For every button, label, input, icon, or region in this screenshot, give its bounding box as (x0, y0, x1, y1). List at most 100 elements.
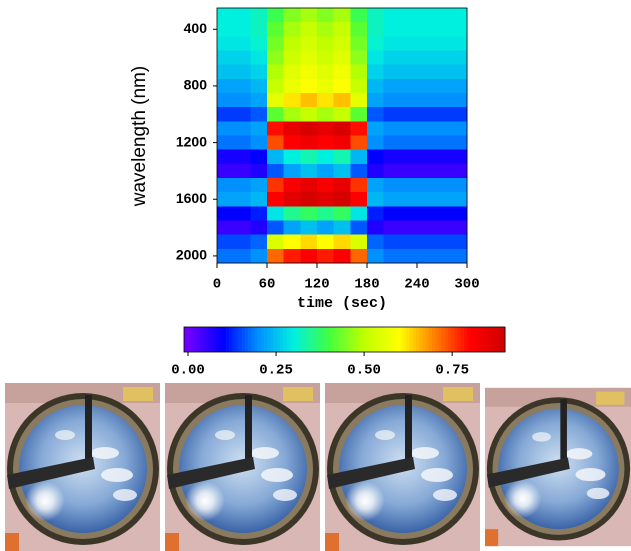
colorbar-swatch (295, 327, 300, 352)
heatmap-cell (417, 206, 434, 221)
heatmap-cell (350, 50, 368, 65)
heatmap-cell (333, 121, 351, 136)
heatmap-cell (333, 78, 351, 94)
heatmap-cell (233, 149, 251, 165)
heatmap-cell (383, 135, 401, 150)
heatmap-cell (367, 78, 384, 94)
colorbar-swatch (324, 327, 328, 352)
heatmap-cell (417, 50, 434, 65)
heatmap-cell (250, 192, 268, 207)
heatmap-cell (250, 93, 268, 108)
heatmap-cell (267, 135, 284, 150)
heatmap-cell (417, 234, 434, 250)
x-tick-label: 0 (213, 277, 221, 293)
heatmap-cell (350, 8, 368, 23)
heatmap-cell (267, 121, 284, 136)
heatmap-cell (217, 234, 234, 250)
heatmap-cell (367, 121, 384, 136)
colorbar-swatch (463, 327, 468, 352)
heatmap-cell (367, 93, 384, 108)
heatmap-cell (283, 192, 301, 207)
heatmap-cell (317, 121, 334, 136)
heatmap-cell (367, 248, 384, 264)
colorbar-swatch (476, 327, 481, 352)
heatmap-cell (450, 50, 468, 65)
heatmap-cell (450, 107, 468, 122)
heatmap-cell (283, 248, 301, 264)
heatmap-cell (217, 8, 234, 23)
colorbar-swatch (264, 327, 268, 352)
colorbar-swatch (260, 327, 265, 352)
colorbar-swatch (330, 327, 335, 352)
colorbar-swatch (340, 327, 344, 352)
heatmap-cell (217, 220, 234, 235)
heatmap-cell (217, 135, 234, 150)
colorbar-swatch (352, 327, 357, 352)
heatmap-cell (267, 8, 284, 23)
heatmap-cell (383, 8, 401, 23)
heatmap-cell (383, 50, 401, 65)
heatmap-cell (367, 192, 384, 207)
heatmap-cell (400, 192, 418, 207)
heatmap-cell (250, 178, 268, 193)
heatmap-cell (333, 234, 351, 250)
heatmap-cell (417, 178, 434, 193)
heatmap-cell (367, 36, 384, 51)
heatmap-cell (317, 107, 334, 122)
heatmap-cell (433, 178, 451, 193)
heatmap-cell (400, 22, 418, 37)
colorbar-swatch (466, 327, 471, 352)
colorbar-swatch (238, 327, 243, 352)
heatmap-cell (450, 36, 468, 51)
heatmap-cell (317, 192, 334, 207)
heatmap-cell (400, 64, 418, 80)
heatmap-cell (267, 248, 284, 264)
colorbar-swatch (365, 327, 370, 352)
colorbar-swatch (501, 327, 506, 352)
heatmap-cell (433, 36, 451, 51)
colorbar-swatch (400, 327, 405, 352)
heatmap-cell (417, 78, 434, 94)
heatmap-cell (400, 220, 418, 235)
colorbar-swatch (413, 327, 417, 352)
colorbar-swatch (286, 327, 290, 352)
heatmap-cell (300, 220, 318, 235)
heatmap-cell (300, 36, 318, 51)
heatmap-cell (450, 135, 468, 150)
heatmap-cell (267, 178, 284, 193)
heatmap-cell (350, 163, 368, 179)
colorbar-swatch (375, 327, 379, 352)
colorbar-swatch (381, 327, 386, 352)
colorbar-swatch (336, 327, 341, 352)
colorbar-swatch (321, 327, 325, 352)
heatmap-cell (350, 78, 368, 94)
heatmap-cell (267, 149, 284, 165)
heatmap-cell (317, 93, 334, 108)
colorbar-swatch (409, 327, 414, 352)
colorbar-swatch (235, 327, 240, 352)
heatmap-cell (217, 36, 234, 51)
heatmap-cell (350, 234, 368, 250)
heatmap-cell (283, 206, 301, 221)
heatmap-cell (400, 93, 418, 108)
heatmap-cell (367, 206, 384, 221)
colorbar-tick-label: 0.50 (347, 363, 381, 379)
heatmap-cell (450, 206, 468, 221)
heatmap-cell (417, 8, 434, 23)
heatmap-cell (450, 78, 468, 94)
heatmap-cell (317, 22, 334, 37)
colorbar-swatch (441, 327, 446, 352)
heatmap-cell (300, 107, 318, 122)
heatmap-cell (217, 121, 234, 136)
heatmap-cell (233, 50, 251, 65)
colorbar-swatch (359, 327, 363, 352)
colorbar-swatch (362, 327, 367, 352)
colorbar-swatch (425, 327, 430, 352)
heatmap-cell (433, 22, 451, 37)
heatmap-cell (317, 8, 334, 23)
colorbar: 0.00 0.25 0.50 0.75 (171, 326, 506, 379)
colorbar-swatch (416, 327, 420, 352)
heatmap-cell (233, 8, 251, 23)
heatmap-cell (350, 220, 368, 235)
